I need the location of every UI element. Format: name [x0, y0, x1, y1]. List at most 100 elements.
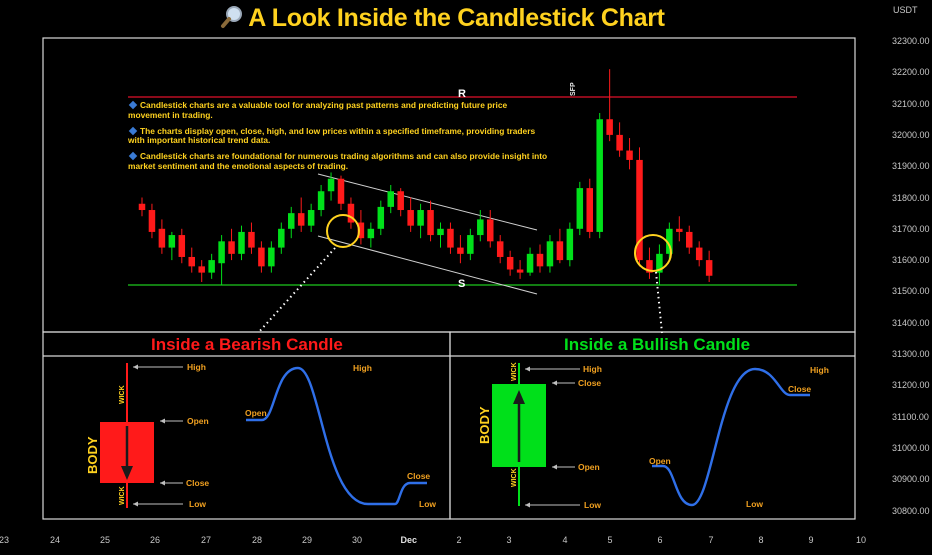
date-tick-label: 23 — [0, 535, 10, 545]
channel-lower-line — [317, 235, 538, 295]
bullish-high-label: High — [583, 364, 602, 374]
price-tick-label: 32100.00 — [892, 98, 930, 109]
candle-bearish — [646, 260, 653, 273]
date-tick-label: 3 — [506, 535, 512, 545]
notes-block: Candlestick charts are a valuable tool f… — [128, 100, 548, 178]
candle-bullish — [417, 210, 424, 226]
candle-bullish — [288, 213, 295, 229]
candle-bullish — [367, 228, 375, 239]
bearish-lower-wick-label: WICK — [119, 486, 126, 505]
candle-bearish — [357, 222, 365, 239]
price-tick-label: 31400.00 — [892, 317, 930, 328]
candle-bearish — [427, 210, 434, 236]
bearish-open-label: Open — [187, 416, 209, 426]
date-tick-label: 2 — [456, 535, 462, 545]
bullish-low-arrowhead — [525, 502, 530, 508]
candle-bearish — [178, 235, 186, 257]
bearish-price-path — [246, 366, 427, 506]
candle-bearish — [676, 228, 683, 232]
candle-bearish — [686, 231, 693, 248]
bearish-heading: Inside a Bearish Candle — [151, 335, 343, 354]
candle-bearish — [148, 210, 156, 232]
bullish-panel-frame — [449, 331, 856, 520]
bullish-body-label: BODY — [477, 406, 492, 444]
sfp-label: SFP — [570, 82, 577, 96]
bullish-highlight-circle — [634, 234, 672, 272]
bullish-price-path — [652, 367, 810, 507]
candle-bearish — [447, 228, 454, 248]
price-tick-label: 31200.00 — [892, 380, 930, 391]
candle-bearish — [586, 188, 593, 232]
bullish-low-label: Low — [584, 500, 601, 510]
bearish-close-arrowhead — [160, 480, 165, 486]
candle-bearish — [496, 241, 504, 257]
candle-bullish — [477, 219, 484, 236]
candle-bearish — [188, 256, 195, 267]
bearish-line-close-label: Close — [407, 471, 431, 481]
candle-bearish — [606, 119, 613, 135]
candle-bullish — [317, 191, 325, 211]
date-tick-label: 24 — [50, 535, 61, 545]
candle-bullish — [377, 206, 385, 229]
channel-upper-line — [317, 173, 538, 231]
date-tick-label: 7 — [708, 535, 714, 545]
bearish-line-high-label: High — [353, 363, 372, 373]
note-2-text: The charts display open, close, high, an… — [128, 125, 536, 146]
candle-bearish — [457, 247, 464, 254]
price-tick-label: 32300.00 — [892, 36, 930, 46]
candle-bearish — [636, 159, 643, 261]
date-tick-label: 25 — [100, 535, 111, 545]
candle-bearish — [616, 134, 623, 151]
bearish-high-arrowhead — [133, 364, 138, 370]
candle-bearish — [487, 219, 494, 242]
candle-bullish — [218, 241, 225, 264]
candle-bullish — [327, 178, 335, 192]
support-label: S — [458, 278, 466, 290]
date-tick-label: 30 — [352, 535, 363, 545]
candle-bearish — [516, 269, 524, 273]
bearish-open-arrowhead — [160, 418, 165, 424]
date-tick-label: 27 — [201, 535, 212, 545]
bearish-low-label: Low — [189, 499, 206, 509]
bearish-low-arrowhead — [133, 501, 138, 507]
candle-bearish — [337, 178, 345, 204]
candle-bullish — [546, 241, 554, 267]
candle-bullish — [566, 228, 574, 261]
date-tick-label: 4 — [562, 535, 568, 545]
candle-bullish — [596, 119, 603, 232]
date-tick-label: 29 — [302, 535, 313, 545]
bullish-line-open-label: Open — [649, 456, 671, 466]
note-3-text: Candlestick charts are foundational for … — [128, 151, 548, 171]
currency-label: USDT — [893, 5, 918, 15]
blue-diamond-icon — [128, 100, 138, 110]
price-tick-label: 31000.00 — [892, 442, 930, 453]
candle-bearish — [158, 228, 166, 248]
bullish-open-label: Open — [578, 462, 600, 472]
bearish-line-open-label: Open — [245, 408, 267, 418]
candle-bullish — [437, 228, 444, 236]
candle-bearish — [347, 203, 355, 223]
bearish-upper-wick-label: WICK — [119, 385, 126, 404]
candle-bullish — [268, 247, 275, 267]
candle-bullish — [526, 253, 534, 273]
candle-bullish — [467, 235, 474, 254]
bearish-pointer-dotted — [257, 247, 336, 334]
date-tick-label: 6 — [657, 535, 663, 545]
note-1: Candlestick charts are a valuable tool f… — [128, 100, 548, 120]
magnifier-icon — [220, 5, 244, 36]
price-tick-label: 31300.00 — [892, 349, 930, 359]
price-tick-label: 30900.00 — [892, 474, 930, 485]
bullish-high-arrowhead — [525, 366, 530, 372]
candle-bearish — [705, 260, 713, 276]
candles-group — [138, 69, 713, 286]
bullish-line-close-label: Close — [788, 384, 812, 394]
blue-diamond-icon — [128, 152, 138, 161]
candle-bullish — [278, 228, 285, 248]
bullish-upper-wick-label: WICK — [511, 362, 518, 381]
candle-bearish — [258, 247, 265, 267]
date-tick-label: 5 — [607, 535, 613, 545]
date-tick-label: Dec — [400, 535, 418, 545]
note-1-text: Candlestick charts are a valuable tool f… — [128, 100, 508, 120]
candle-bullish — [576, 188, 584, 229]
candle-bearish — [506, 256, 514, 270]
